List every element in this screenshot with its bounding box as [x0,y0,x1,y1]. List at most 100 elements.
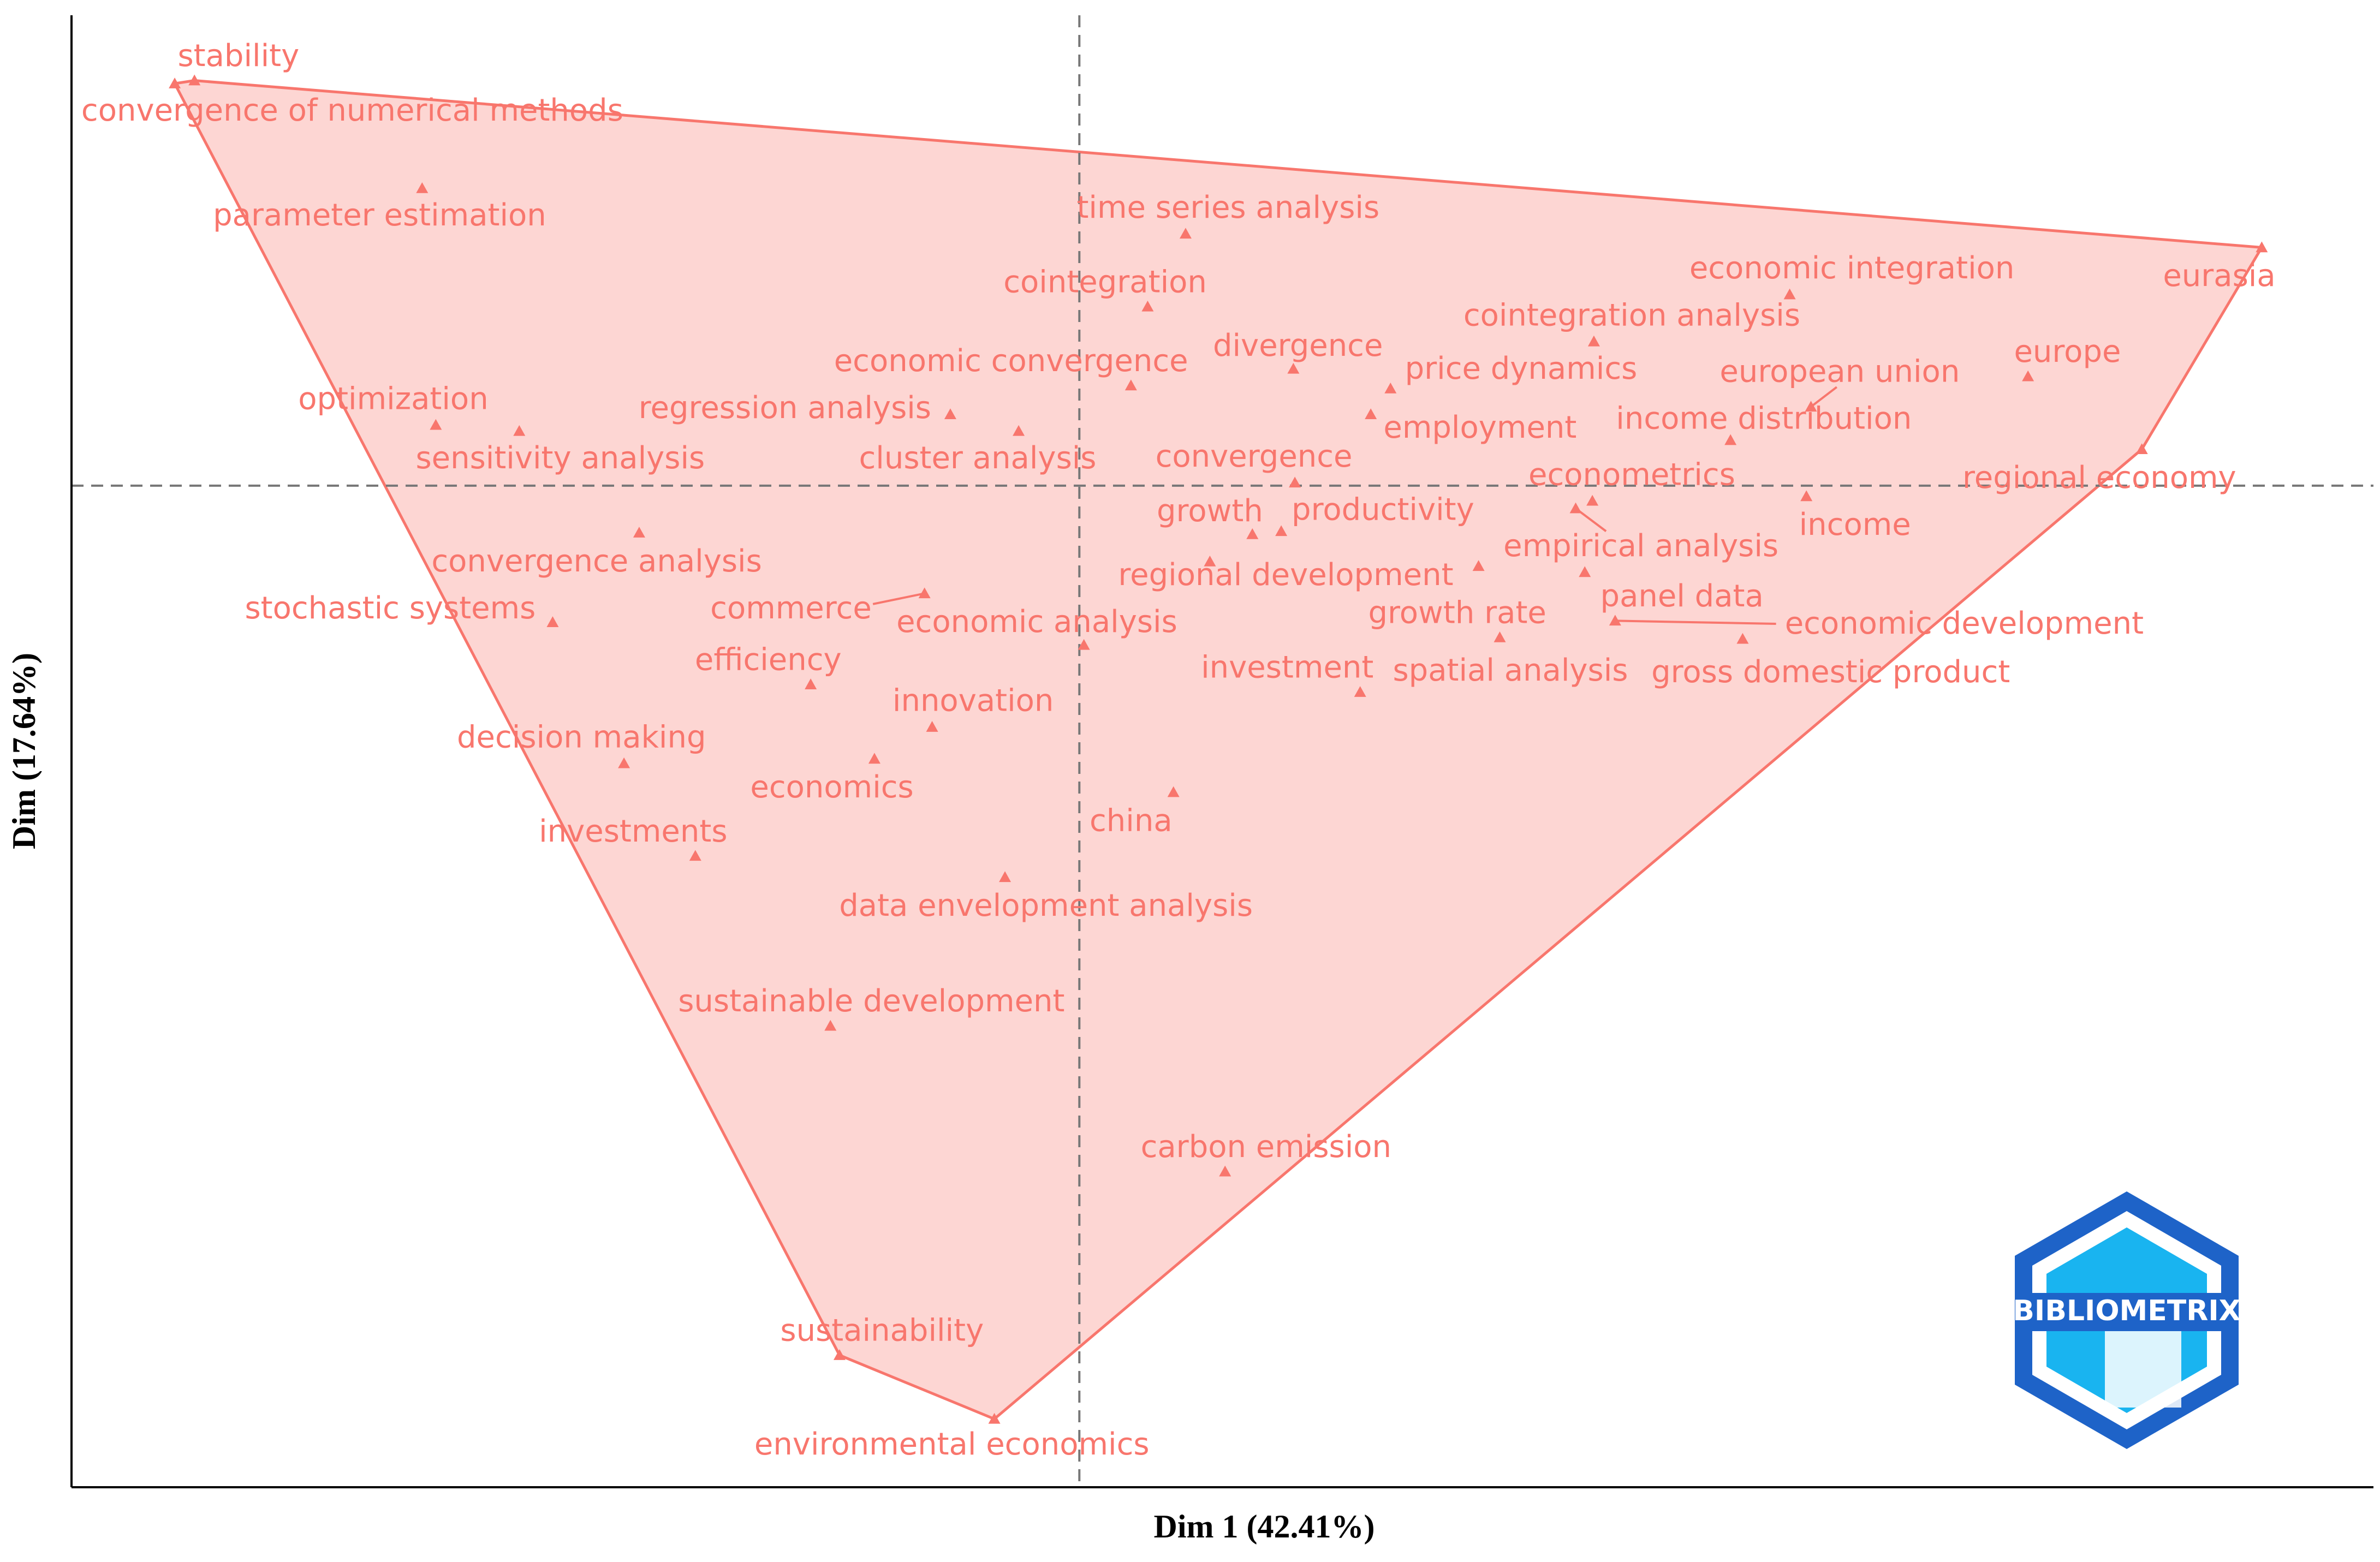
point [1736,633,1749,644]
leader-line [872,592,925,605]
point-label: divergence [1213,328,1383,363]
point-label: data envelopment analysis [839,888,1253,923]
point [1783,288,1796,300]
point-label: carbon emission [1141,1129,1391,1165]
point [1609,615,1621,626]
point [633,527,645,538]
point-label: econometrics [1528,457,1735,492]
point [918,587,931,599]
point-label: income distribution [1616,401,1912,437]
point [868,753,880,764]
point-label: income [1799,507,1911,542]
point-label: investments [539,814,727,849]
point [1805,401,1817,412]
point-label: efficiency [695,642,842,678]
point-label: growth rate [1368,595,1546,630]
point-label: economics [750,770,913,805]
point [1587,335,1600,347]
point [513,425,526,436]
point [1569,502,1582,514]
point-label: commerce [710,591,872,626]
leader-line [1810,386,1838,408]
point [1472,560,1485,571]
point [2256,241,2268,253]
point-label: sensitivity analysis [415,440,705,476]
point-label: panel data [1600,579,1764,614]
point-label: regional development [1118,557,1453,593]
point [999,871,1011,883]
point-label: economic analysis [896,604,1177,640]
point-label: optimization [298,381,488,416]
point [1167,786,1180,797]
point-label: parameter estimation [213,198,546,233]
point-label: cluster analysis [859,440,1097,476]
point-label: convergence of numerical methods [81,93,623,128]
point-label: european union [1719,354,1960,389]
point [1724,434,1737,445]
point [1586,494,1599,506]
leader-line [1615,619,1776,625]
point [1078,639,1090,650]
point [1013,425,1025,436]
point [988,1412,1001,1424]
point-label: convergence [1156,439,1353,474]
point-label: stochastic systems [245,591,536,626]
point [1494,631,1506,642]
point [1800,490,1813,502]
logo: BIBLIOMETRIX [2013,1191,2241,1449]
point [833,1349,846,1360]
point-label: growth [1157,493,1263,529]
logo-text: BIBLIOMETRIX [2013,1295,2241,1327]
point-label: gross domestic product [1651,654,2010,690]
point-label: sustainable development [678,983,1064,1019]
point-label: economic convergence [834,343,1188,379]
point-label: sustainability [780,1313,984,1349]
point [1124,379,1137,391]
logo-band [2015,1293,2239,1331]
point [416,182,429,193]
point [1179,228,1192,239]
point [2135,443,2148,454]
point-label: economic development [1785,606,2144,641]
point [824,1020,837,1031]
point [169,77,181,88]
point-label: investment [1201,649,1373,685]
point-label: environmental economics [754,1427,1150,1462]
point [188,74,201,86]
point-label: employment [1383,410,1576,445]
point-label: economic integration [1689,251,2015,286]
point-label: productivity [1292,492,1474,527]
point [1219,1165,1231,1177]
point-label: decision making [457,719,706,755]
point [1246,528,1259,539]
point [1384,382,1397,394]
point [618,757,630,768]
point [2022,370,2034,381]
point [1354,686,1366,697]
point-label: convergence analysis [431,544,761,579]
point [1275,525,1288,536]
point [1365,408,1377,420]
point [1204,555,1216,567]
point [1579,566,1591,577]
point-label: china [1090,803,1173,838]
point [1287,362,1300,374]
point-label: spatial analysis [1393,653,1628,688]
y-axis-title: Dim (17.64%) [6,653,42,849]
x-axis-title: Dim 1 (42.41%) [1154,1509,1375,1545]
point [926,721,938,732]
point [430,419,442,430]
point-label: europe [2014,334,2121,369]
point-label: cointegration analysis [1463,297,1800,333]
point [944,408,956,420]
point-label: cointegration [1003,264,1207,300]
point-label: regional economy [1962,460,2236,496]
point-label: regression analysis [639,390,931,426]
point-label: empirical analysis [1503,528,1778,564]
point [546,616,559,627]
point-label: eurasia [2163,258,2275,294]
point [1141,300,1154,312]
point [1289,476,1301,488]
point-label: innovation [892,683,1054,719]
